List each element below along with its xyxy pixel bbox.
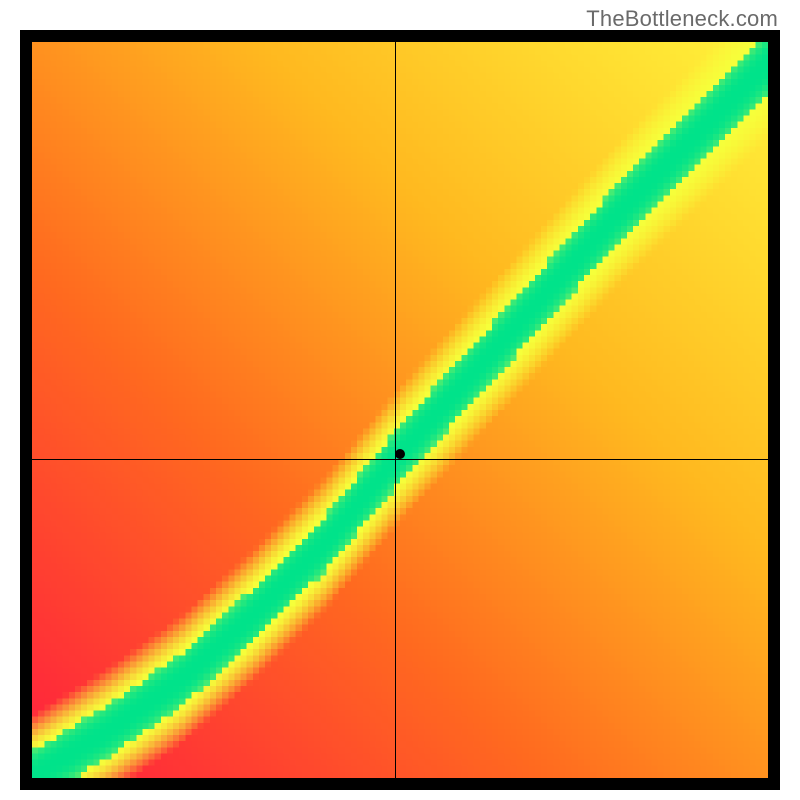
watermark-text: TheBottleneck.com xyxy=(586,6,778,32)
heatmap-canvas xyxy=(32,42,768,778)
figure-container: TheBottleneck.com xyxy=(0,0,800,800)
crosshair-vertical xyxy=(395,42,396,778)
